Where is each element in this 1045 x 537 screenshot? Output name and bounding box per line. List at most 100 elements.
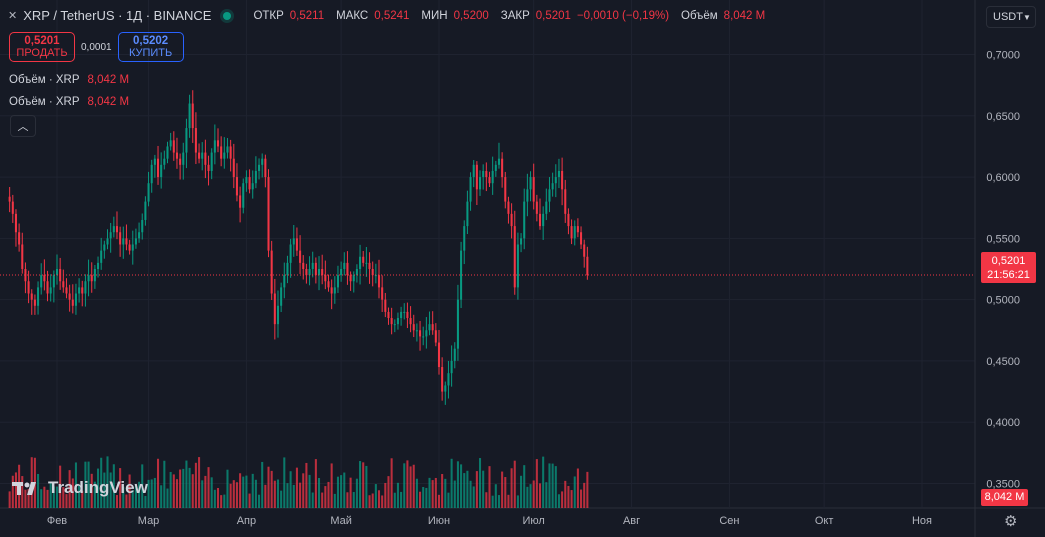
volume-bar <box>52 486 55 508</box>
candle-body <box>554 177 557 184</box>
volume-bar <box>561 491 564 508</box>
volume-bar <box>551 463 554 508</box>
volume-bar <box>138 481 141 508</box>
candle-body <box>97 262 100 269</box>
candle-body <box>276 305 280 325</box>
volume-bar <box>163 460 166 508</box>
volume-bar <box>213 489 216 508</box>
volume-bar <box>115 495 119 508</box>
candle-body <box>355 269 358 276</box>
volume-bar <box>292 484 295 508</box>
volume-bar <box>239 473 242 508</box>
volume-bar <box>270 470 273 508</box>
candle-body <box>359 256 362 269</box>
candle-body <box>362 256 365 263</box>
candle-body <box>377 275 381 288</box>
y-tick-label: 0,4000 <box>986 417 1020 429</box>
volume-bar <box>141 464 144 508</box>
volume-bar <box>248 493 251 508</box>
volume-bar <box>428 477 431 508</box>
volume-indicator-legend[interactable]: Объём · XRP 8,042 M <box>9 96 129 108</box>
candle-body <box>573 226 576 239</box>
volume-bar <box>567 485 570 508</box>
candle-body <box>188 103 191 129</box>
candle-body <box>204 152 207 165</box>
candle-body <box>169 140 172 147</box>
volume-bar <box>520 475 523 508</box>
y-tick-label: 0,5000 <box>986 295 1020 307</box>
volume-bar <box>422 487 425 508</box>
volume-bar <box>40 489 43 508</box>
buy-button[interactable]: 0,5202 КУПИТЬ <box>117 32 184 62</box>
candle-body <box>387 311 390 319</box>
candle-body <box>119 232 122 245</box>
candle-body <box>37 287 40 306</box>
symbol-title[interactable]: XRP / TetherUS · 1Д · BINANCE <box>23 8 212 23</box>
volume-indicator-legend[interactable]: Объём · XRP 8,042 M <box>9 74 129 86</box>
volume-bar <box>412 464 415 508</box>
candle-body <box>415 330 418 332</box>
candle-body <box>564 189 567 214</box>
sell-button[interactable]: 0,5201 ПРОДАТЬ <box>9 32 75 62</box>
last-price: 0,5201 <box>991 255 1026 267</box>
volume-bar <box>444 478 447 508</box>
candle-body <box>299 250 302 263</box>
volume-bar <box>450 458 453 508</box>
sell-price: 0,5201 <box>24 35 60 47</box>
candle-body <box>185 128 188 153</box>
volume-bar <box>103 472 106 508</box>
logo-text: TradingView <box>48 478 148 497</box>
candle-body <box>447 373 450 386</box>
volume-bar <box>453 480 456 508</box>
candle-body <box>131 244 134 251</box>
volume-bar <box>576 468 579 508</box>
candle-body <box>273 293 276 325</box>
volume-bar <box>191 474 194 508</box>
volume-bar <box>175 479 178 508</box>
volume-bar <box>482 470 485 508</box>
candle-body <box>381 287 384 300</box>
candle-body <box>523 201 526 239</box>
volume-bar <box>258 494 261 508</box>
candle-body <box>144 201 147 220</box>
volume-bar <box>475 471 478 508</box>
candle-body <box>431 324 434 331</box>
volume-bar <box>488 466 491 508</box>
volume-bar <box>74 462 77 508</box>
volume-bar <box>548 463 551 508</box>
candle-body <box>419 330 422 337</box>
candle-body <box>223 152 226 159</box>
candle-body <box>324 275 327 282</box>
volume-bar <box>516 495 519 508</box>
volume-bar <box>283 457 286 508</box>
candle-body <box>333 287 336 294</box>
candle-body <box>479 177 482 190</box>
candle-body <box>283 275 286 288</box>
gear-icon[interactable]: ⚙ <box>1004 513 1018 530</box>
volume-bar <box>349 477 352 508</box>
volume-bar <box>441 474 444 508</box>
candle-body <box>232 158 235 178</box>
volume-bar <box>144 495 147 508</box>
candle-body <box>343 262 346 269</box>
candle-body <box>485 170 488 178</box>
candle-body <box>409 318 412 325</box>
tradingview-logo[interactable]: TradingView <box>12 478 148 498</box>
candle-body <box>542 213 545 227</box>
volume-bar <box>194 462 197 508</box>
indicator-value: 8,042 M <box>87 74 130 86</box>
volume-bar <box>43 486 46 508</box>
collapse-legend-button[interactable]: ︿ <box>10 115 36 137</box>
volume-bar <box>340 475 343 508</box>
volume-bar <box>374 484 377 508</box>
candle-body <box>456 299 459 349</box>
buy-price: 0,5202 <box>133 35 169 47</box>
volume-bar <box>185 460 188 508</box>
volume-bar <box>11 475 14 508</box>
currency-select[interactable]: USDT ▼ <box>986 6 1036 28</box>
candle-body <box>106 238 109 245</box>
volume-bar <box>150 479 153 508</box>
volume-bar <box>580 489 583 508</box>
x-tick-label: Апр <box>237 515 256 527</box>
